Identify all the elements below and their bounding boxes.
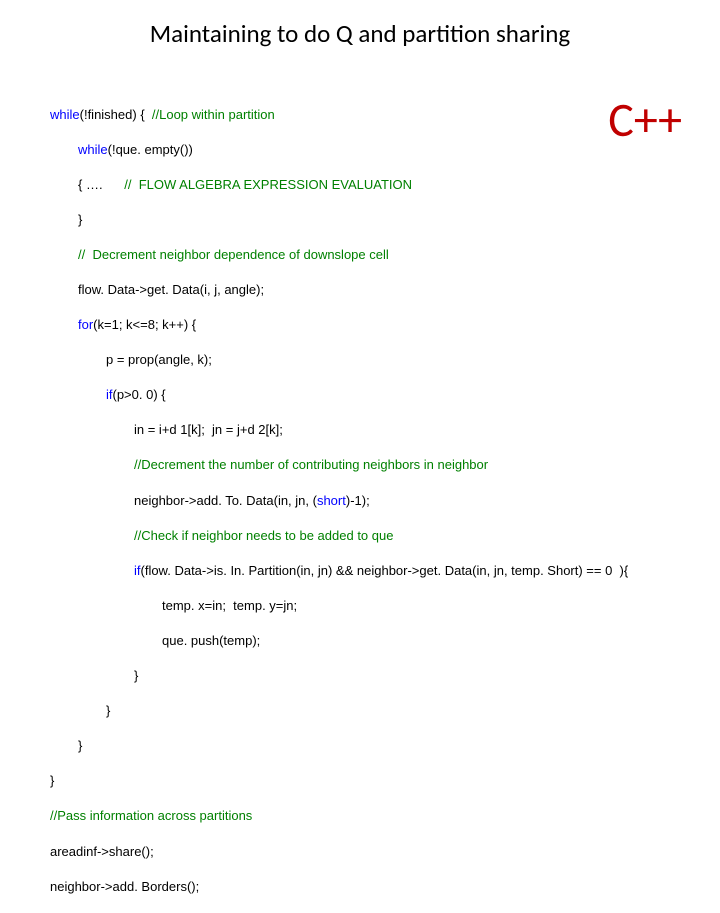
code-line: neighbor->add. To. Data(in, jn, (short)-… — [50, 492, 628, 510]
keyword: for — [78, 317, 93, 332]
code-text: in = i+d 1[k]; jn = j+d 2[k]; — [134, 422, 283, 437]
code-line: que. push(temp); — [50, 632, 628, 650]
code-line: in = i+d 1[k]; jn = j+d 2[k]; — [50, 421, 628, 439]
code-text: p = prop(angle, k); — [106, 352, 212, 367]
comment: //Check if neighbor needs to be added to… — [134, 528, 393, 543]
code-line: //Check if neighbor needs to be added to… — [50, 527, 628, 545]
code-text: flow. Data->get. Data(i, j, angle); — [78, 282, 264, 297]
code-line: } — [50, 772, 628, 790]
comment: //Pass information across partitions — [50, 808, 252, 823]
code-line: neighbor->add. Borders(); — [50, 878, 628, 896]
slide-title: Maintaining to do Q and partition sharin… — [0, 0, 720, 59]
code-line: // Decrement neighbor dependence of down… — [50, 246, 628, 264]
code-text: areadinf->share(); — [50, 844, 154, 859]
code-line: } — [50, 211, 628, 229]
code-text: (!que. empty()) — [108, 142, 193, 157]
code-text: (!finished) { — [80, 107, 152, 122]
code-line: { …. // FLOW ALGEBRA EXPRESSION EVALUATI… — [50, 176, 628, 194]
code-text: (k=1; k<=8; k++) { — [93, 317, 196, 332]
comment: //Decrement the number of contributing n… — [134, 457, 488, 472]
code-line: flow. Data->get. Data(i, j, angle); — [50, 281, 628, 299]
code-text: { …. — [78, 177, 124, 192]
code-line: } — [50, 667, 628, 685]
code-text: temp. x=in; temp. y=jn; — [162, 598, 297, 613]
code-text: que. push(temp); — [162, 633, 260, 648]
comment: // Decrement neighbor dependence of down… — [78, 247, 389, 262]
code-text: } — [106, 703, 110, 718]
code-text: } — [78, 738, 82, 753]
code-line: while(!que. empty()) — [50, 141, 628, 159]
code-text: (flow. Data->is. In. Partition(in, jn) &… — [141, 563, 629, 578]
code-text: neighbor->add. Borders(); — [50, 879, 199, 894]
code-line: p = prop(angle, k); — [50, 351, 628, 369]
code-line: //Pass information across partitions — [50, 807, 628, 825]
code-text: } — [78, 212, 82, 227]
code-line: if(p>0. 0) { — [50, 386, 628, 404]
code-text: )-1); — [346, 493, 370, 508]
code-line: temp. x=in; temp. y=jn; — [50, 597, 628, 615]
keyword: while — [50, 107, 80, 122]
code-line: if(flow. Data->is. In. Partition(in, jn)… — [50, 562, 628, 580]
comment: // FLOW ALGEBRA EXPRESSION EVALUATION — [124, 177, 412, 192]
comment: //Loop within partition — [152, 107, 275, 122]
code-line: } — [50, 702, 628, 720]
code-line: //Decrement the number of contributing n… — [50, 456, 628, 474]
code-text: (p>0. 0) { — [113, 387, 166, 402]
code-text: } — [50, 773, 54, 788]
code-line: for(k=1; k<=8; k++) { — [50, 316, 628, 334]
code-block: while(!finished) { //Loop within partiti… — [50, 88, 628, 913]
code-text: neighbor->add. To. Data(in, jn, ( — [134, 493, 317, 508]
keyword: while — [78, 142, 108, 157]
code-line: while(!finished) { //Loop within partiti… — [50, 106, 628, 124]
code-text: } — [134, 668, 138, 683]
keyword: short — [317, 493, 346, 508]
code-line: } — [50, 737, 628, 755]
code-line: areadinf->share(); — [50, 843, 628, 861]
